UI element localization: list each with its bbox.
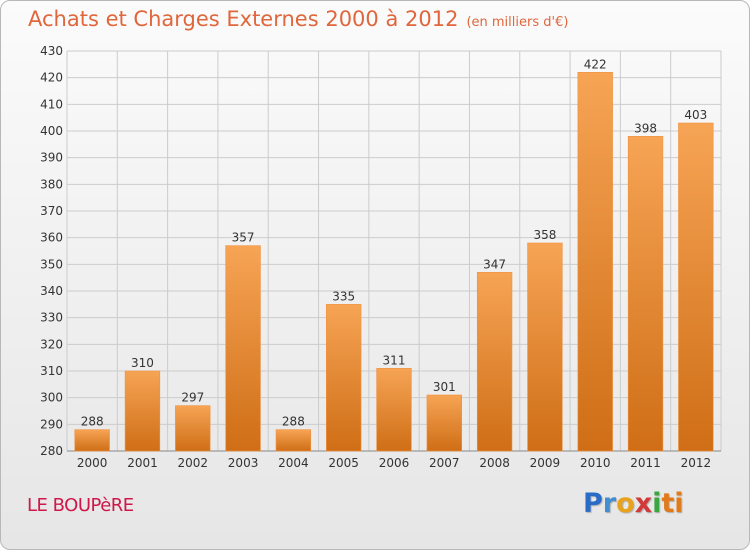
bar	[426, 395, 462, 451]
bar	[175, 405, 211, 451]
bar-outline	[527, 242, 563, 452]
bar-outline	[627, 136, 664, 452]
bar	[276, 429, 311, 451]
x-tick-label: 2003	[228, 456, 259, 470]
bar	[577, 72, 613, 451]
y-tick-label: 410	[40, 97, 63, 111]
bar	[125, 371, 160, 451]
y-tick-label: 380	[40, 177, 63, 191]
x-tick-label: 2007	[429, 456, 460, 470]
value-label: 357	[232, 231, 255, 245]
x-tick-label: 2004	[278, 456, 309, 470]
logo-letter: i	[652, 488, 662, 519]
bar-outline	[376, 368, 412, 452]
bar	[74, 429, 110, 451]
y-tick-label: 370	[40, 204, 63, 218]
bar	[225, 245, 261, 451]
bar-outline	[175, 405, 211, 452]
x-tick-label: 2001	[127, 456, 158, 470]
bar-outline	[426, 394, 462, 452]
chart-title: Achats et Charges Externes 2000 à 2012 (e…	[28, 7, 568, 31]
bar	[678, 123, 714, 451]
value-label: 311	[383, 353, 406, 367]
logo-letter: o	[616, 488, 635, 519]
y-tick-label: 290	[40, 417, 63, 431]
y-tick-label: 340	[40, 284, 63, 298]
y-tick-label: 300	[40, 391, 63, 405]
value-label: 347	[483, 257, 506, 271]
bar-outline	[678, 122, 714, 452]
bar-outline	[225, 245, 261, 452]
logo-letter: r	[602, 488, 617, 519]
label-layer: 280 290 300 310 320 330 340 350 360 370 380 390 400 4…	[40, 44, 711, 470]
y-tick-label: 420	[40, 71, 63, 85]
y-tick-label: 320	[40, 337, 63, 351]
value-label: 288	[81, 415, 104, 429]
x-tick-label: 2011	[630, 456, 661, 470]
value-label: 310	[131, 356, 154, 370]
logo-letter: ti	[661, 488, 684, 519]
value-label: 403	[684, 108, 707, 122]
value-label: 398	[634, 121, 657, 135]
y-tick-label: 310	[40, 364, 63, 378]
x-tick-label: 2005	[328, 456, 359, 470]
value-label: 301	[433, 380, 456, 394]
y-tick-label: 360	[40, 231, 63, 245]
x-tick-label: 2006	[379, 456, 410, 470]
y-tick-label: 280	[40, 444, 63, 458]
x-tick-label: 2002	[177, 456, 208, 470]
y-tick-label: 400	[40, 124, 63, 138]
y-tick-label: 430	[40, 44, 63, 58]
y-tick-label: 390	[40, 151, 63, 165]
value-label: 288	[282, 415, 305, 429]
bar	[326, 304, 362, 451]
x-tick-label: 2012	[681, 456, 712, 470]
bar	[376, 368, 412, 451]
value-label: 297	[181, 391, 204, 405]
y-tick-label: 330	[40, 311, 63, 325]
chart-subtitle: (en milliers d'€)	[466, 15, 569, 30]
proxiti-logo: Proxiti	[583, 488, 684, 519]
bar-outline	[326, 304, 362, 452]
x-tick-label: 2008	[479, 456, 510, 470]
bar	[527, 243, 563, 451]
bar-outline	[275, 429, 312, 452]
logo-letter: P	[583, 488, 603, 519]
value-label: 422	[584, 57, 607, 71]
bar-outline	[124, 370, 161, 452]
bar-outline	[577, 72, 613, 452]
y-tick-label: 350	[40, 257, 63, 271]
x-tick-label: 2009	[530, 456, 561, 470]
x-tick-label: 2010	[580, 456, 611, 470]
x-tick-label: 2000	[77, 456, 108, 470]
bar	[628, 136, 663, 452]
commune-name: LE BOUPèRE	[27, 495, 134, 516]
bar-outline	[74, 429, 110, 452]
bar	[477, 272, 512, 451]
value-label: 358	[533, 228, 556, 242]
bar-outline	[476, 272, 513, 452]
value-label: 335	[332, 289, 355, 303]
logo-letter: x	[634, 488, 653, 519]
bar-layer	[74, 72, 714, 452]
chart-title-text: Achats et Charges Externes 2000 à 2012	[28, 7, 459, 31]
